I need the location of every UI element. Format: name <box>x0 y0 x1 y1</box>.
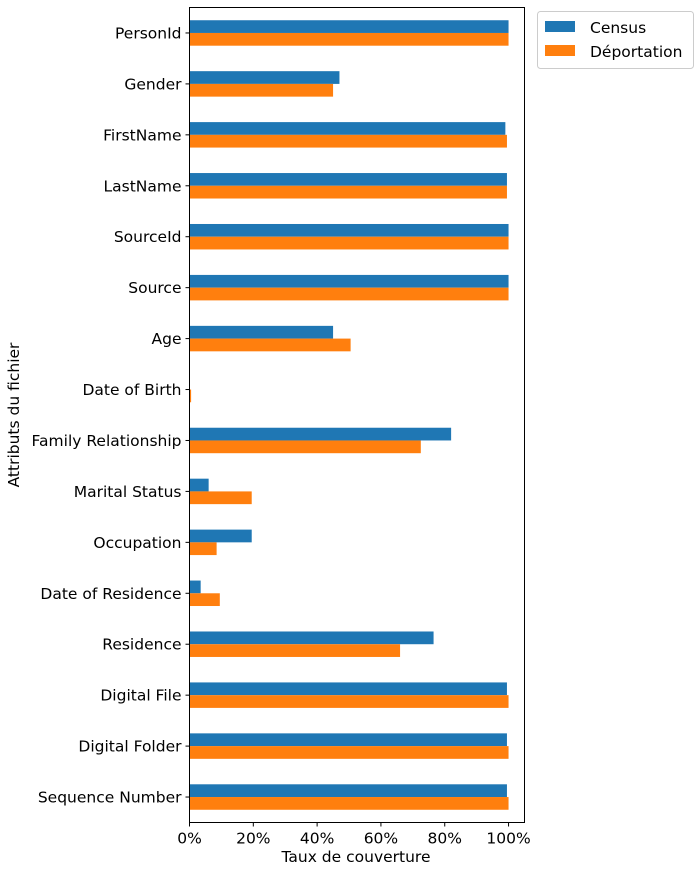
bar-census-digital-file <box>189 682 507 696</box>
bar-deportation-family-relationship <box>189 440 421 454</box>
y-tick-label-firstname: FirstName <box>103 126 181 144</box>
y-tick-label-sequence-number: Sequence Number <box>38 789 182 807</box>
bar-deportation-digital-folder <box>189 746 509 759</box>
bar-deportation-sequence-number <box>189 797 509 810</box>
bar-deportation-digital-file <box>189 695 509 708</box>
bar-deportation-lastname <box>189 185 507 199</box>
y-tick-label-lastname: LastName <box>103 177 181 195</box>
legend: Census Déportation <box>537 11 694 69</box>
bar-census-sourceid <box>189 223 509 237</box>
bar-deportation-firstname <box>189 134 507 148</box>
bar-census-family-relationship <box>189 427 452 441</box>
y-tick-label-residence: Residence <box>102 636 181 654</box>
y-tick-label-digital-file: Digital File <box>100 687 181 705</box>
bar-census-digital-folder <box>189 733 507 747</box>
legend-swatch-census <box>545 21 575 32</box>
y-tick-label-date-of-residence: Date of Residence <box>40 585 181 603</box>
x-axis-title: Taux de couverture <box>280 848 430 866</box>
y-tick-label-sourceid: SourceId <box>114 228 182 246</box>
bar-census-residence <box>189 631 434 645</box>
x-tick-label: 40% <box>300 830 334 848</box>
x-tick-label: 20% <box>236 830 270 848</box>
x-tick-label: 80% <box>428 830 462 848</box>
y-tick-label-age: Age <box>152 330 182 348</box>
bar-census-age <box>189 325 334 339</box>
legend-label-census: Census <box>590 19 646 37</box>
bar-census-date-of-residence <box>189 580 201 594</box>
y-axis-title: Attributs du fichier <box>5 342 23 487</box>
bar-deportation-occupation <box>189 542 217 556</box>
bar-census-sequence-number <box>189 784 507 798</box>
y-tick-label-family-relationship: Family Relationship <box>32 432 182 450</box>
bar-census-gender <box>189 71 340 84</box>
bar-deportation-residence <box>189 644 401 657</box>
legend-frame <box>537 11 694 69</box>
bars-layer <box>189 20 509 810</box>
bar-deportation-personid <box>189 32 509 46</box>
y-tick-label-occupation: Occupation <box>93 534 181 552</box>
bar-census-marital-status <box>189 478 209 492</box>
y-tick-label-personid: PersonId <box>115 24 182 42</box>
bar-deportation-sourceid <box>189 236 509 250</box>
bar-census-occupation <box>189 529 252 543</box>
bar-census-firstname <box>189 122 506 135</box>
bar-deportation-date-of-birth <box>189 389 192 403</box>
bar-census-lastname <box>189 173 507 186</box>
x-tick-label: 0% <box>177 830 202 848</box>
bar-census-source <box>189 274 509 288</box>
x-tick-label: 100% <box>486 830 530 848</box>
ticks-layer: PersonId Gender FirstName LastName SourceId S… <box>32 24 531 847</box>
legend-label-deportation: Déportation <box>590 43 682 61</box>
bar-deportation-source <box>189 287 509 301</box>
y-tick-label-marital-status: Marital Status <box>74 483 182 501</box>
bar-deportation-marital-status <box>189 491 252 505</box>
x-tick-label: 60% <box>364 830 398 848</box>
y-tick-label-source: Source <box>128 279 181 297</box>
bar-deportation-date-of-residence <box>189 593 220 607</box>
y-tick-label-gender: Gender <box>124 75 182 93</box>
legend-swatch-deportation <box>545 45 575 56</box>
y-tick-label-date-of-birth: Date of Birth <box>82 381 181 399</box>
bar-census-personid <box>189 20 509 33</box>
bar-deportation-gender <box>189 83 334 97</box>
bar-deportation-age <box>189 338 351 352</box>
plot-area-frame <box>189 7 525 823</box>
y-tick-label-digital-folder: Digital Folder <box>78 738 182 756</box>
